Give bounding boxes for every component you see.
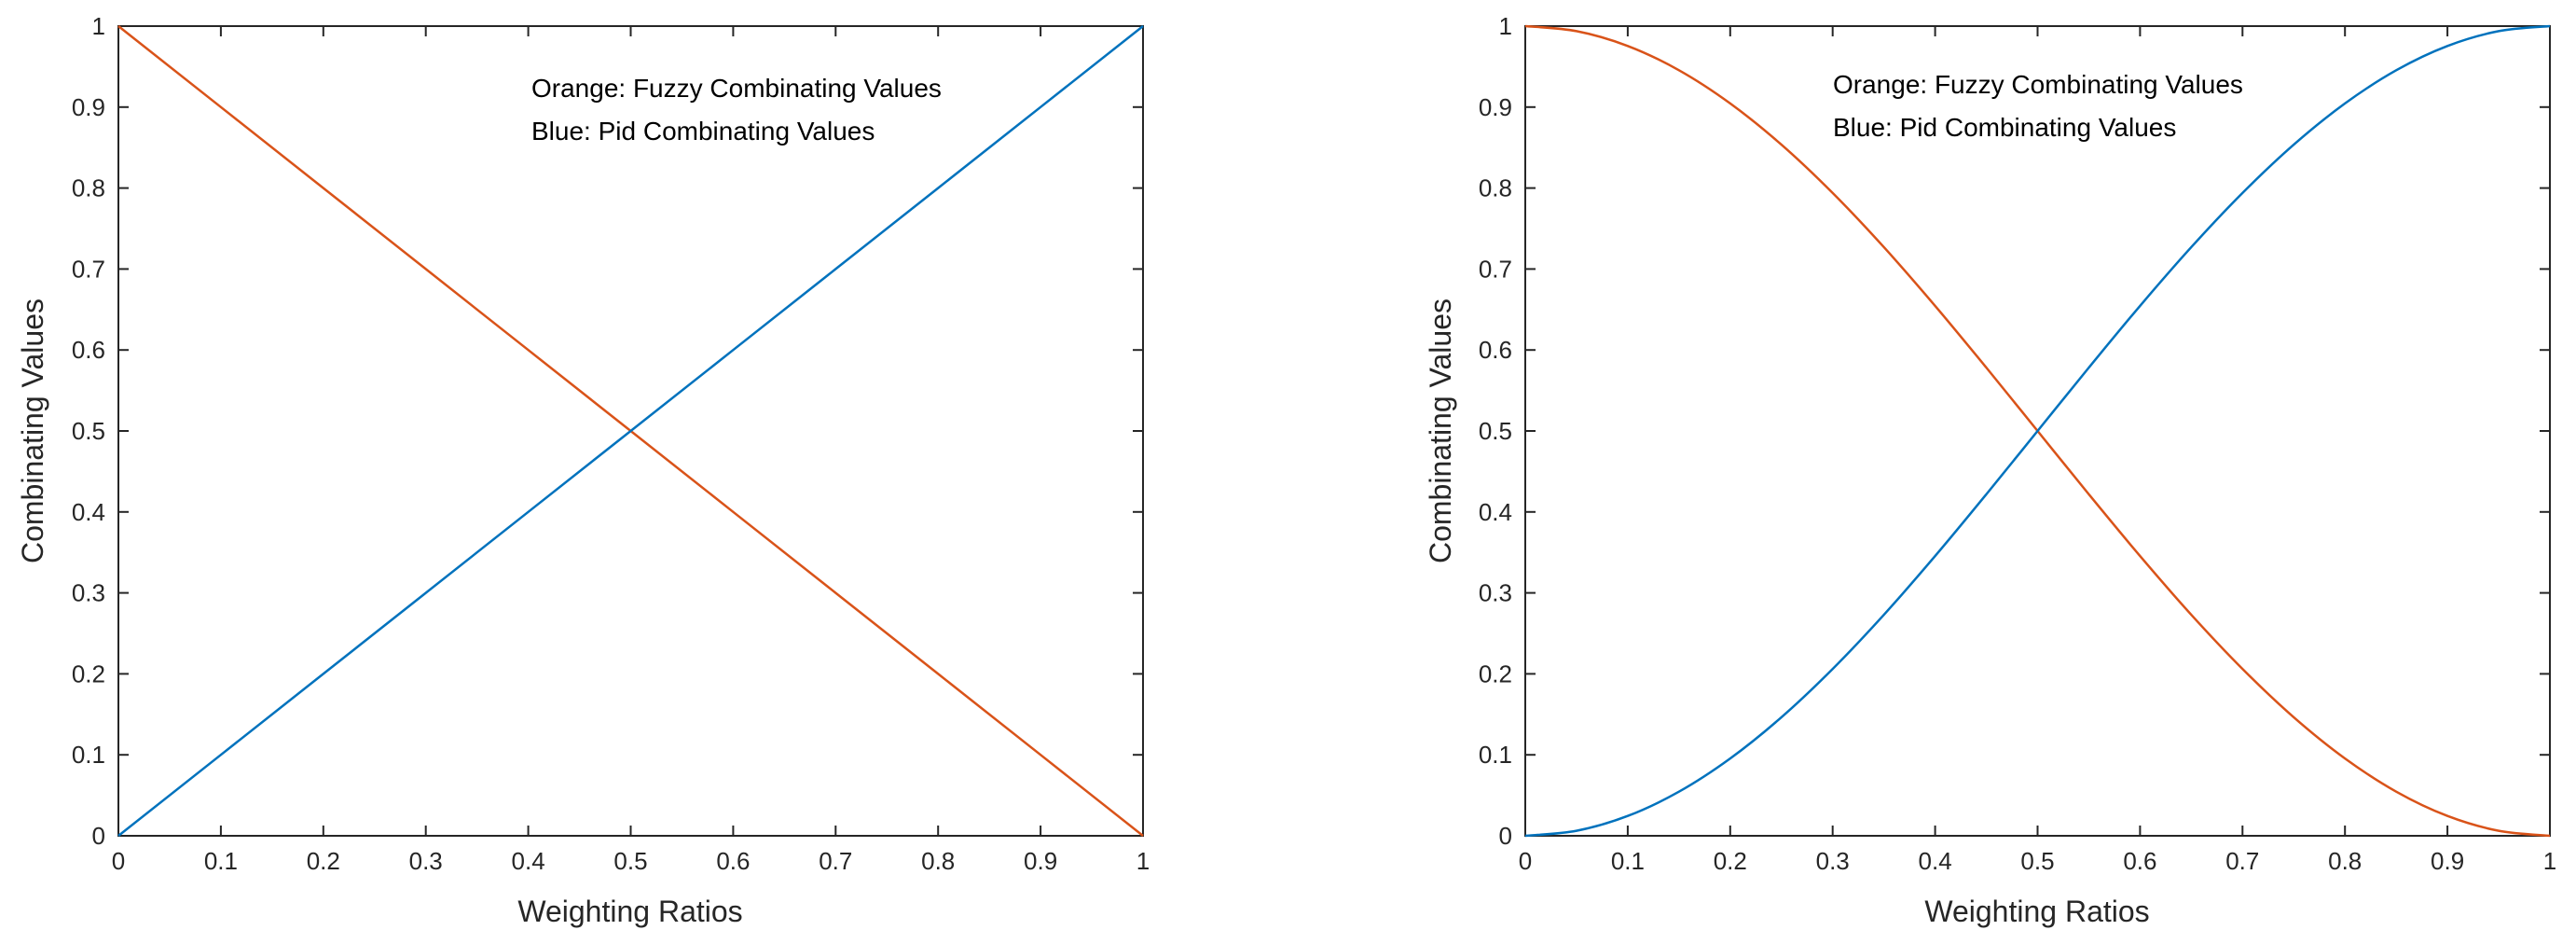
chart-right: 0 0.1 0.2 0.3 0.4 0.5 0.6 0.7 0.8 0.9 1 0 0.1 0.2 0.3 0… — [1424, 12, 2556, 928]
x-tick-label: 0.4 — [1919, 847, 1952, 875]
y-tick-label: 0.5 — [1479, 417, 1512, 445]
y-tick-label: 0.8 — [1479, 174, 1512, 202]
x-tick-label: 0.1 — [1611, 847, 1645, 875]
y-tick-label: 0.4 — [72, 498, 105, 526]
annotation-blue: Blue: Pid Combinating Values — [1833, 113, 2176, 142]
y-tick-label: 0.3 — [72, 579, 105, 607]
x-tick-label: 0.3 — [1816, 847, 1850, 875]
y-tick-label: 1 — [92, 12, 105, 40]
y-tick-label: 0.8 — [72, 174, 105, 202]
x-tick-label: 0.6 — [716, 847, 750, 875]
x-tick-label: 0.2 — [1714, 847, 1747, 875]
x-tick-label: 0.1 — [204, 847, 238, 875]
y-tick-label: 0.6 — [1479, 336, 1512, 364]
series-line-pid-combinating-values — [1524, 24, 2551, 838]
x-tick-label: 0.2 — [307, 847, 340, 875]
y-tick-label: 1 — [1499, 12, 1512, 40]
y-tick-label: 0.1 — [72, 741, 105, 769]
x-axis-label: Weighting Ratios — [1924, 895, 2149, 928]
x-tick-label: 0 — [112, 847, 125, 875]
tick-labels: 0 0.1 0.2 0.3 0.4 0.5 0.6 0.7 0.8 0.9 1 0 0.1 0.2 0.3 0… — [72, 12, 1150, 875]
series-line-pid-combinating-values — [117, 25, 1144, 837]
tick-labels: 0 0.1 0.2 0.3 0.4 0.5 0.6 0.7 0.8 0.9 1 0 0.1 0.2 0.3 0… — [1479, 12, 2556, 875]
y-tick-label: 0.2 — [72, 659, 105, 687]
series-lines — [1524, 24, 2551, 838]
y-tick-label: 0.6 — [72, 336, 105, 364]
x-tick-label: 0.8 — [2328, 847, 2362, 875]
y-axis-label: Combinating Values — [1424, 298, 1457, 563]
x-tick-label: 0.6 — [2123, 847, 2156, 875]
y-tick-label: 0.9 — [1479, 93, 1512, 121]
x-tick-label: 1 — [1136, 847, 1150, 875]
x-tick-label: 0.5 — [613, 847, 647, 875]
x-tick-label: 0.4 — [512, 847, 545, 875]
y-tick-label: 0 — [92, 822, 105, 850]
y-tick-label: 0.2 — [1479, 659, 1512, 687]
annotation-blue: Blue: Pid Combinating Values — [531, 117, 875, 146]
y-tick-label: 0.4 — [1479, 498, 1512, 526]
x-tick-label: 1 — [2543, 847, 2556, 875]
y-tick-label: 0 — [1499, 822, 1512, 850]
x-tick-label: 0.9 — [2431, 847, 2464, 875]
y-tick-label: 0.7 — [72, 255, 105, 283]
y-tick-label: 0.3 — [1479, 579, 1512, 607]
annotation-orange: Orange: Fuzzy Combinating Values — [1833, 70, 2243, 99]
series-lines — [117, 25, 1144, 837]
y-tick-label: 0.1 — [1479, 741, 1512, 769]
tick-marks — [117, 25, 1144, 837]
annotation-orange: Orange: Fuzzy Combinating Values — [531, 74, 942, 103]
x-tick-label: 0 — [1519, 847, 1532, 875]
y-tick-label: 0.7 — [1479, 255, 1512, 283]
y-tick-label: 0.5 — [72, 417, 105, 445]
x-tick-label: 0.3 — [409, 847, 443, 875]
y-tick-label: 0.9 — [72, 93, 105, 121]
x-tick-label: 0.9 — [1024, 847, 1057, 875]
x-tick-label: 0.7 — [2225, 847, 2259, 875]
x-tick-label: 0.5 — [2020, 847, 2054, 875]
y-axis-label: Combinating Values — [16, 298, 49, 563]
x-axis-label: Weighting Ratios — [517, 895, 742, 928]
x-tick-label: 0.8 — [921, 847, 955, 875]
x-tick-label: 0.7 — [819, 847, 852, 875]
chart-left: 0 0.1 0.2 0.3 0.4 0.5 0.6 0.7 0.8 0.9 1 0 0.1 0.2 0.3 0… — [16, 12, 1150, 928]
